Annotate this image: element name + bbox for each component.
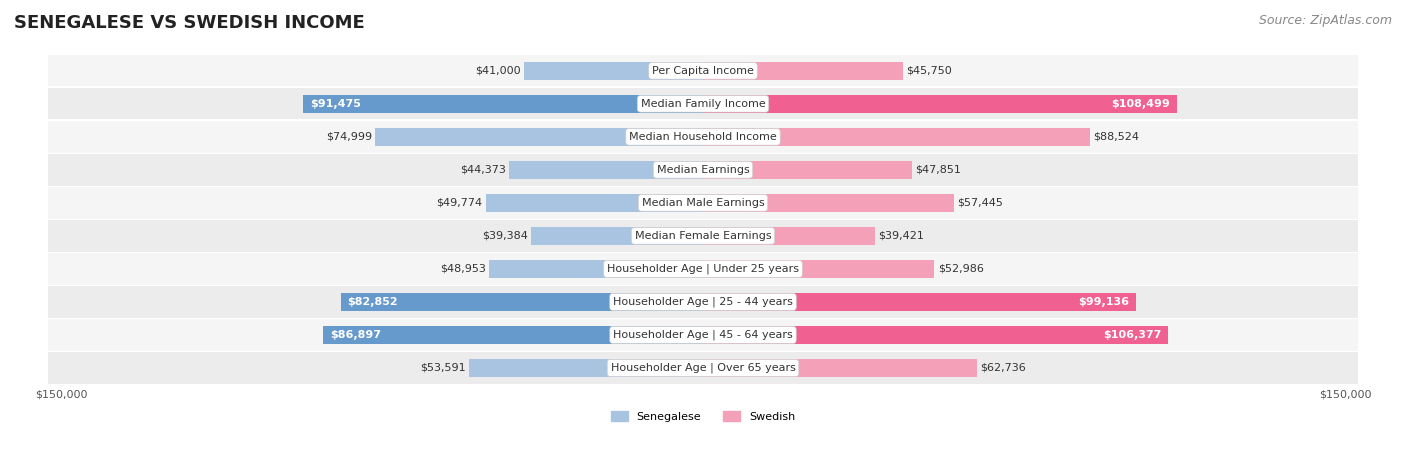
Bar: [48, 220, 1358, 252]
Bar: [531, 227, 703, 245]
Bar: [703, 128, 1090, 146]
Text: $45,750: $45,750: [905, 66, 952, 76]
Bar: [703, 194, 953, 212]
Text: SENEGALESE VS SWEDISH INCOME: SENEGALESE VS SWEDISH INCOME: [14, 14, 364, 32]
Text: $52,986: $52,986: [938, 264, 984, 274]
Text: $150,000: $150,000: [1319, 389, 1371, 399]
Text: $108,499: $108,499: [1112, 99, 1170, 109]
Text: Householder Age | 45 - 64 years: Householder Age | 45 - 64 years: [613, 330, 793, 340]
Text: $91,475: $91,475: [309, 99, 361, 109]
Text: Per Capita Income: Per Capita Income: [652, 66, 754, 76]
Text: $49,774: $49,774: [436, 198, 482, 208]
Text: Householder Age | 25 - 44 years: Householder Age | 25 - 44 years: [613, 297, 793, 307]
Bar: [304, 95, 703, 113]
Text: Median Male Earnings: Median Male Earnings: [641, 198, 765, 208]
Text: Householder Age | Under 25 years: Householder Age | Under 25 years: [607, 264, 799, 274]
Bar: [468, 359, 703, 377]
Text: $150,000: $150,000: [35, 389, 87, 399]
Text: $106,377: $106,377: [1102, 330, 1161, 340]
Legend: Senegalese, Swedish: Senegalese, Swedish: [606, 407, 800, 427]
Bar: [48, 121, 1358, 153]
Bar: [48, 253, 1358, 284]
Bar: [703, 227, 875, 245]
Bar: [48, 88, 1358, 120]
Bar: [48, 286, 1358, 318]
Text: Median Family Income: Median Family Income: [641, 99, 765, 109]
Text: $57,445: $57,445: [957, 198, 1002, 208]
Bar: [509, 161, 703, 179]
Bar: [703, 161, 912, 179]
Text: $82,852: $82,852: [347, 297, 398, 307]
Bar: [703, 260, 935, 278]
Text: $86,897: $86,897: [330, 330, 381, 340]
Bar: [703, 293, 1136, 311]
Text: $47,851: $47,851: [915, 165, 962, 175]
Text: $88,524: $88,524: [1092, 132, 1139, 142]
Text: Median Earnings: Median Earnings: [657, 165, 749, 175]
Text: $39,421: $39,421: [879, 231, 924, 241]
Text: Householder Age | Over 65 years: Householder Age | Over 65 years: [610, 363, 796, 373]
Bar: [489, 260, 703, 278]
Bar: [703, 359, 977, 377]
Text: $62,736: $62,736: [980, 363, 1026, 373]
Bar: [48, 55, 1358, 86]
Bar: [48, 319, 1358, 351]
Bar: [524, 62, 703, 80]
Bar: [323, 326, 703, 344]
Bar: [703, 95, 1177, 113]
Text: $41,000: $41,000: [475, 66, 520, 76]
Text: $53,591: $53,591: [420, 363, 465, 373]
Text: Source: ZipAtlas.com: Source: ZipAtlas.com: [1258, 14, 1392, 27]
Text: $74,999: $74,999: [326, 132, 373, 142]
Bar: [48, 352, 1358, 383]
Bar: [48, 187, 1358, 219]
Bar: [342, 293, 703, 311]
Text: $99,136: $99,136: [1078, 297, 1129, 307]
Bar: [703, 62, 903, 80]
Bar: [485, 194, 703, 212]
Text: $44,373: $44,373: [460, 165, 506, 175]
Bar: [48, 154, 1358, 185]
Text: Median Household Income: Median Household Income: [628, 132, 778, 142]
Text: $48,953: $48,953: [440, 264, 486, 274]
Text: $39,384: $39,384: [482, 231, 527, 241]
Text: Median Female Earnings: Median Female Earnings: [634, 231, 772, 241]
Bar: [703, 326, 1167, 344]
Bar: [375, 128, 703, 146]
